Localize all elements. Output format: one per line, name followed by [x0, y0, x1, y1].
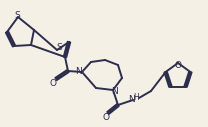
Text: O: O	[175, 61, 182, 70]
Text: O: O	[103, 114, 109, 123]
Text: N: N	[112, 86, 118, 96]
Text: N: N	[129, 94, 135, 104]
Text: S: S	[14, 12, 20, 20]
Text: S: S	[56, 44, 62, 52]
Text: N: N	[76, 67, 82, 76]
Text: H: H	[133, 93, 139, 102]
Text: O: O	[50, 78, 57, 88]
